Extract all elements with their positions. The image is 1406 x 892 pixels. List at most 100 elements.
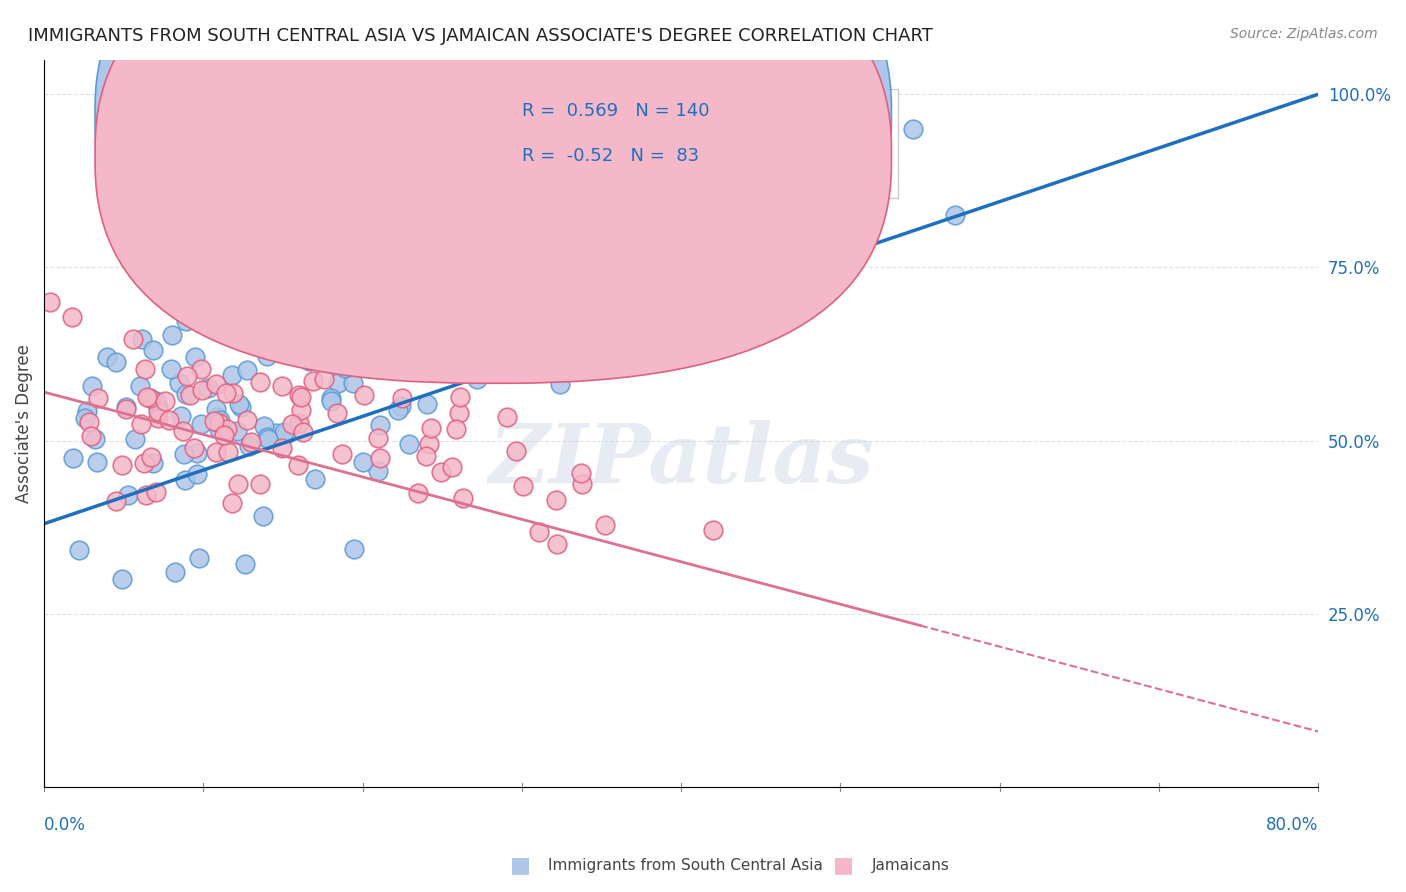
Point bbox=[367, 431, 389, 445]
Point bbox=[257, 433, 280, 447]
Point bbox=[83, 432, 105, 446]
Point bbox=[129, 417, 152, 431]
Point bbox=[115, 401, 138, 416]
Point bbox=[527, 524, 550, 539]
Point bbox=[167, 376, 190, 390]
Point bbox=[558, 306, 581, 320]
FancyBboxPatch shape bbox=[96, 0, 891, 343]
Point bbox=[222, 385, 245, 400]
Point bbox=[447, 406, 470, 420]
Point bbox=[419, 421, 441, 435]
Text: 80.0%: 80.0% bbox=[1265, 816, 1319, 834]
Point bbox=[368, 450, 391, 465]
Point bbox=[159, 361, 181, 376]
Point bbox=[247, 258, 270, 272]
Point bbox=[333, 361, 356, 376]
Point bbox=[183, 441, 205, 455]
Point bbox=[508, 194, 530, 209]
Point bbox=[105, 355, 128, 369]
Point bbox=[609, 304, 631, 318]
Point bbox=[381, 363, 404, 377]
Point bbox=[190, 384, 212, 398]
Point bbox=[174, 387, 197, 401]
Point bbox=[217, 422, 239, 436]
Point bbox=[80, 379, 103, 393]
Point bbox=[391, 391, 413, 405]
Point bbox=[294, 283, 316, 297]
Point bbox=[231, 400, 253, 414]
Point bbox=[96, 350, 118, 364]
Point bbox=[412, 307, 434, 321]
Text: Jamaicans: Jamaicans bbox=[872, 858, 949, 872]
Point bbox=[276, 427, 298, 442]
Point bbox=[312, 372, 335, 386]
Point bbox=[76, 404, 98, 418]
Point bbox=[146, 202, 169, 216]
FancyBboxPatch shape bbox=[96, 0, 891, 384]
Point bbox=[146, 411, 169, 425]
Point bbox=[361, 307, 384, 321]
Text: ■: ■ bbox=[834, 855, 853, 875]
Point bbox=[222, 315, 245, 329]
Point bbox=[287, 287, 309, 301]
Point bbox=[132, 456, 155, 470]
Point bbox=[281, 417, 304, 432]
Point bbox=[328, 376, 350, 390]
Point bbox=[276, 250, 298, 264]
Point bbox=[204, 402, 226, 417]
Point bbox=[409, 307, 432, 321]
Point bbox=[398, 437, 420, 451]
Point bbox=[176, 369, 198, 384]
Point bbox=[145, 394, 167, 409]
Point bbox=[541, 225, 564, 239]
Point bbox=[353, 325, 375, 339]
Point bbox=[202, 306, 225, 320]
Text: IMMIGRANTS FROM SOUTH CENTRAL ASIA VS JAMAICAN ASSOCIATE'S DEGREE CORRELATION CH: IMMIGRANTS FROM SOUTH CENTRAL ASIA VS JA… bbox=[28, 27, 934, 45]
Text: R =  -0.52   N =  83: R = -0.52 N = 83 bbox=[522, 146, 699, 165]
Point bbox=[505, 443, 527, 458]
Point bbox=[291, 425, 314, 440]
Point bbox=[215, 386, 238, 401]
Point bbox=[60, 310, 83, 325]
Point bbox=[505, 351, 527, 365]
Point bbox=[304, 472, 326, 486]
Point bbox=[330, 338, 353, 352]
Point bbox=[395, 299, 418, 313]
Point bbox=[176, 314, 198, 328]
Text: R =  0.569   N = 140: R = 0.569 N = 140 bbox=[522, 102, 710, 120]
Point bbox=[430, 465, 453, 479]
Point bbox=[343, 541, 366, 556]
Point bbox=[409, 353, 432, 368]
Point bbox=[122, 332, 145, 346]
Point bbox=[454, 268, 477, 282]
Point bbox=[86, 455, 108, 469]
FancyBboxPatch shape bbox=[451, 88, 898, 198]
Point bbox=[359, 345, 381, 359]
Point bbox=[367, 464, 389, 478]
Point bbox=[145, 484, 167, 499]
Point bbox=[294, 242, 316, 256]
Point bbox=[202, 413, 225, 427]
Point bbox=[352, 212, 374, 227]
Point bbox=[389, 399, 412, 413]
Point bbox=[290, 321, 312, 335]
Point bbox=[406, 486, 429, 500]
Point bbox=[253, 419, 276, 434]
Point bbox=[505, 202, 527, 217]
Point bbox=[208, 412, 231, 426]
Point bbox=[287, 388, 309, 402]
Point bbox=[117, 488, 139, 502]
Point bbox=[401, 253, 423, 268]
Point bbox=[575, 322, 598, 336]
Point bbox=[363, 323, 385, 337]
Point bbox=[901, 121, 924, 136]
Point bbox=[155, 393, 177, 408]
Point bbox=[353, 455, 375, 469]
Text: ■: ■ bbox=[510, 855, 530, 875]
Point bbox=[115, 400, 138, 414]
Point bbox=[449, 390, 471, 404]
Point bbox=[80, 428, 103, 442]
Point bbox=[702, 523, 724, 537]
Point bbox=[129, 379, 152, 393]
Point bbox=[111, 458, 134, 473]
